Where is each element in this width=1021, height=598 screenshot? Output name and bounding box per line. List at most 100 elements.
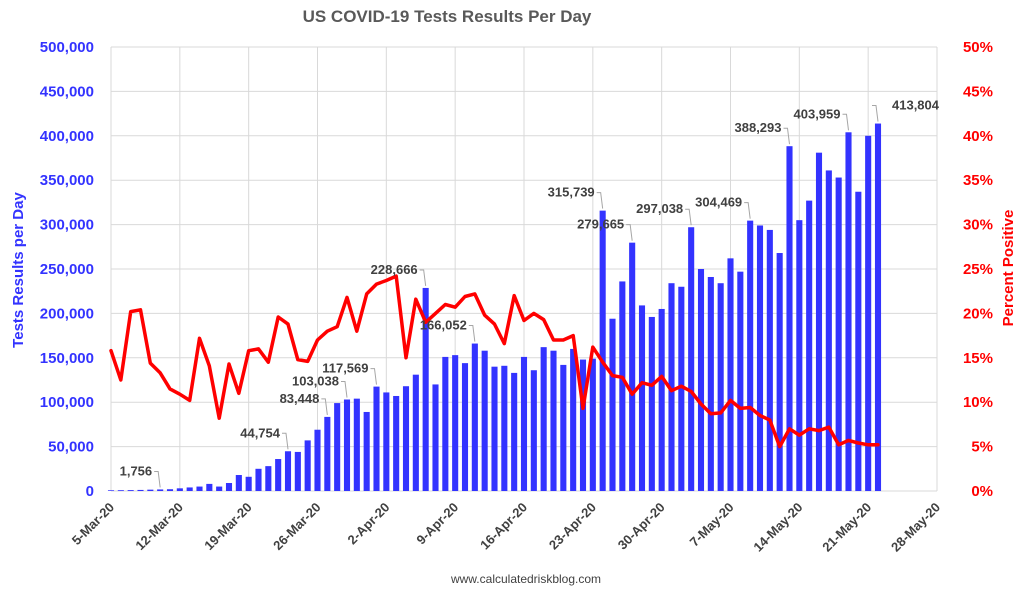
bar xyxy=(393,395,400,491)
bar xyxy=(530,370,537,491)
data-label-leader xyxy=(744,202,751,219)
source-credit: www.calculatedriskblog.com xyxy=(450,572,601,586)
left-axis-tick-label: 200,000 xyxy=(40,305,94,322)
bar xyxy=(570,348,577,491)
bar xyxy=(697,269,705,491)
data-label: 44,754 xyxy=(240,425,281,440)
bar xyxy=(678,286,685,491)
bar xyxy=(825,170,832,491)
bar xyxy=(756,225,764,491)
data-label-leader xyxy=(370,368,377,385)
bar xyxy=(294,451,301,491)
right-axis-label: Percent Positive xyxy=(1000,210,1017,327)
bar xyxy=(865,135,872,492)
data-label: 297,038 xyxy=(636,201,683,216)
bar xyxy=(776,253,783,491)
bar xyxy=(373,386,380,491)
data-label-leader xyxy=(872,105,879,122)
data-label: 403,959 xyxy=(794,106,841,121)
bar xyxy=(314,429,321,491)
data-label-leader xyxy=(842,113,849,131)
bar xyxy=(117,490,124,491)
bar xyxy=(412,374,419,491)
data-label-leader xyxy=(783,127,790,145)
bar xyxy=(442,356,449,491)
data-label-leader xyxy=(626,224,633,241)
percent-positive-line xyxy=(109,274,880,449)
bar xyxy=(235,475,242,491)
right-axis-tick-label: 20% xyxy=(963,305,993,322)
data-label-leader xyxy=(685,208,692,226)
right-axis-tick-label: 40% xyxy=(963,128,993,145)
bar xyxy=(747,220,754,491)
right-axis-tick-label: 45% xyxy=(963,83,993,100)
bar xyxy=(520,356,528,491)
bar xyxy=(265,466,272,491)
bar xyxy=(874,123,882,491)
bar xyxy=(619,281,626,491)
bar xyxy=(422,287,429,491)
bar xyxy=(284,451,292,491)
bar xyxy=(275,459,282,491)
bar xyxy=(107,490,115,491)
right-axis-tick-label: 35% xyxy=(963,172,993,189)
bar xyxy=(599,210,606,491)
bar xyxy=(668,283,675,491)
bar xyxy=(629,242,636,491)
data-label: 279,665 xyxy=(577,217,624,232)
bar-series xyxy=(107,123,882,492)
bar xyxy=(835,177,842,491)
bar xyxy=(432,384,439,491)
bar xyxy=(638,305,646,491)
bar xyxy=(579,359,587,491)
bar xyxy=(491,366,498,491)
data-label: 83,448 xyxy=(280,391,320,406)
bar xyxy=(334,403,341,491)
bar xyxy=(786,146,793,492)
bar xyxy=(147,489,154,491)
line-series xyxy=(109,274,880,449)
data-label: 304,469 xyxy=(695,195,742,210)
left-axis-tick-label: 100,000 xyxy=(40,394,94,411)
bar xyxy=(137,489,144,491)
data-label: 103,038 xyxy=(292,374,339,389)
left-axis-tick-label: 250,000 xyxy=(40,261,94,278)
data-label-leader xyxy=(341,381,348,398)
data-label: 1,756 xyxy=(120,463,153,478)
bar xyxy=(658,308,665,491)
bar xyxy=(766,229,773,492)
bar xyxy=(383,392,390,491)
bar xyxy=(304,440,311,491)
chart-title: US COVID-19 Tests Results Per Day xyxy=(303,7,592,26)
bar xyxy=(815,152,823,491)
bar xyxy=(481,350,488,491)
bar xyxy=(471,343,478,491)
bar xyxy=(166,489,174,491)
bar xyxy=(127,490,134,491)
left-axis-tick-label: 0 xyxy=(86,483,94,500)
left-axis-label: Tests Results per Day xyxy=(10,192,27,348)
bar xyxy=(550,350,557,491)
right-axis-tick-label: 5% xyxy=(971,439,993,456)
bar xyxy=(717,283,724,491)
bar xyxy=(176,488,183,491)
left-axis-tick-label: 350,000 xyxy=(40,172,94,189)
bar xyxy=(540,347,547,491)
right-axis-ticks: 0% 5% 10% 15% 20% 25% 30% 35% 40% 45% 50% xyxy=(963,39,993,500)
bar xyxy=(560,364,567,491)
left-axis-tick-label: 150,000 xyxy=(40,350,94,367)
data-label: 228,666 xyxy=(371,262,418,277)
right-axis-tick-label: 15% xyxy=(963,350,993,367)
data-label-leader xyxy=(321,398,328,415)
right-axis-tick-label: 50% xyxy=(963,39,993,56)
bar xyxy=(648,316,655,491)
bar xyxy=(196,486,203,491)
bar xyxy=(353,398,360,491)
bar xyxy=(402,386,410,491)
bar xyxy=(609,318,616,491)
bar xyxy=(225,483,233,491)
left-axis-tick-label: 450,000 xyxy=(40,83,94,100)
bar xyxy=(845,132,852,491)
bar xyxy=(511,372,518,491)
